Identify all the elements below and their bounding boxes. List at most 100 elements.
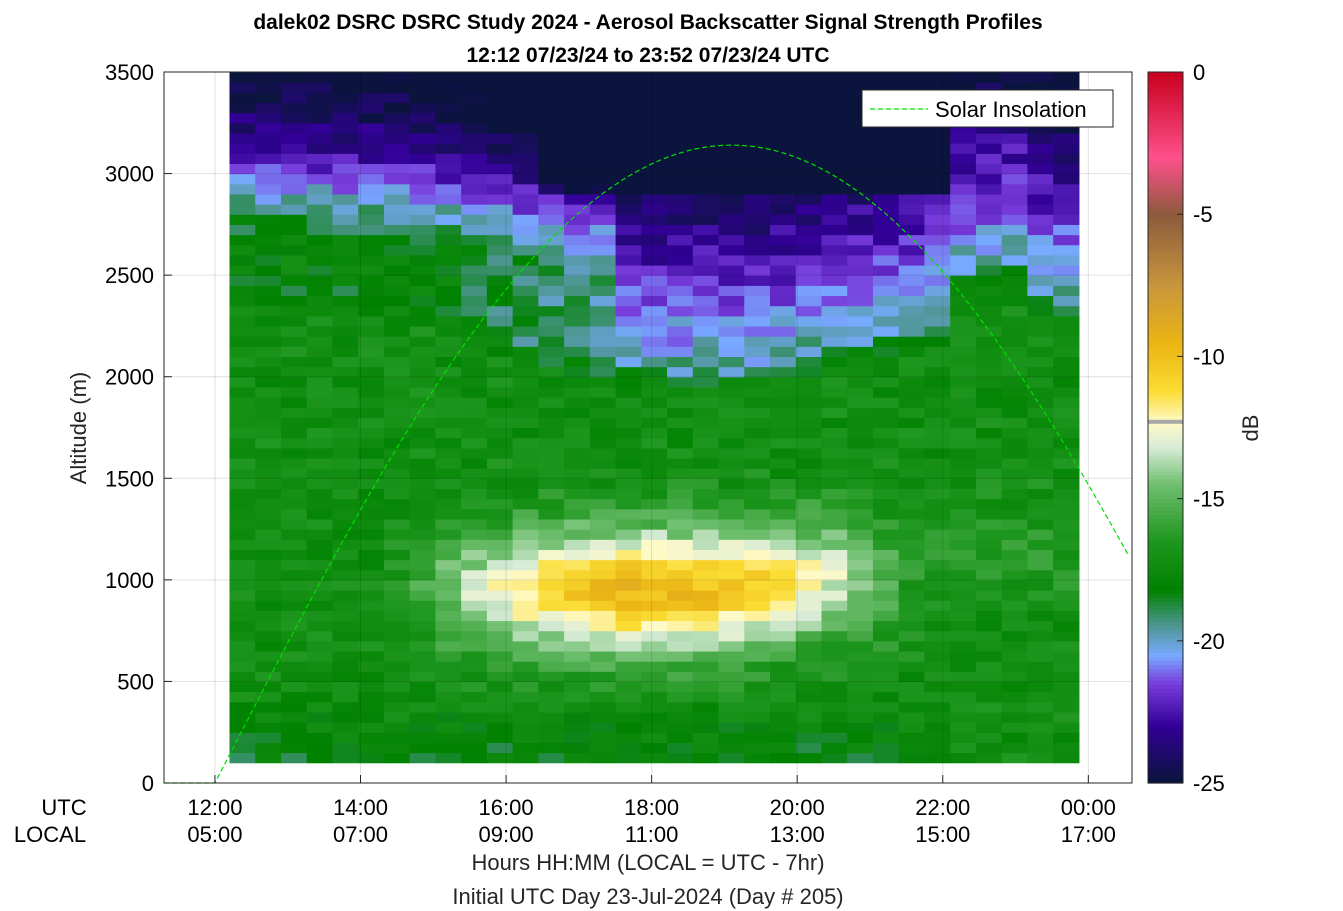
heatmap-cell: [589, 102, 617, 114]
colorbar-swatch: [1148, 692, 1183, 697]
heatmap-cell: [1053, 336, 1080, 347]
heatmap-cell: [641, 498, 668, 510]
heatmap-cell: [332, 722, 359, 733]
heatmap-cell: [461, 752, 488, 764]
colorbar-swatch: [1148, 597, 1183, 602]
heatmap-cell: [821, 681, 848, 693]
heatmap-cell: [872, 315, 900, 327]
heatmap-cell: [744, 539, 771, 550]
heatmap-cell: [538, 102, 565, 114]
heatmap-cell: [229, 143, 256, 154]
heatmap-cell: [589, 254, 617, 266]
colorbar-swatch: [1148, 546, 1183, 551]
heatmap-cell: [229, 244, 256, 256]
heatmap-cell: [1001, 701, 1028, 713]
heatmap-cell: [512, 285, 539, 297]
heatmap-cell: [1027, 336, 1054, 347]
heatmap-cell: [409, 508, 437, 520]
heatmap-cell: [667, 681, 694, 693]
heatmap-cell: [435, 671, 462, 683]
heatmap-cell: [744, 427, 771, 439]
heatmap-cell: [615, 447, 642, 459]
colorbar-swatch: [1148, 348, 1183, 354]
heatmap-cell: [770, 437, 797, 449]
heatmap-cell: [461, 193, 488, 205]
heatmap-cell: [1027, 173, 1054, 185]
heatmap-cell: [847, 742, 874, 754]
heatmap-cell: [461, 518, 488, 530]
heatmap-cell: [538, 661, 565, 672]
heatmap-cell: [770, 163, 797, 175]
heatmap-cell: [512, 457, 539, 469]
colorbar-swatch: [1148, 328, 1183, 334]
heatmap-cell: [383, 691, 411, 703]
heatmap-cell: [409, 569, 437, 581]
heatmap-cell: [280, 508, 308, 520]
colorbar-swatch: [1148, 621, 1183, 626]
colorbar-swatch: [1148, 79, 1183, 85]
heatmap-cell: [1053, 214, 1080, 225]
heatmap-cell: [512, 275, 539, 286]
heatmap-cell: [641, 488, 668, 500]
colorbar-swatch: [1148, 257, 1183, 263]
heatmap-cell: [770, 722, 797, 733]
heatmap-cell: [821, 478, 848, 490]
heatmap-cell: [770, 346, 797, 357]
heatmap-cell: [872, 691, 900, 703]
heatmap-cell: [280, 620, 308, 632]
heatmap-cell: [667, 366, 694, 378]
heatmap-cell: [486, 234, 514, 246]
colorbar-swatch: [1148, 376, 1183, 381]
colorbar-swatch: [1148, 289, 1183, 294]
heatmap-cell: [486, 478, 514, 490]
heatmap-cell: [1001, 336, 1028, 347]
heatmap-cell: [950, 386, 977, 398]
heatmap-cell: [1001, 711, 1028, 723]
heatmap-cell: [821, 315, 848, 327]
heatmap-cell: [1001, 72, 1028, 83]
colorbar-swatch: [1148, 411, 1183, 417]
colorbar-swatch: [1148, 297, 1183, 302]
heatmap-cell: [692, 346, 720, 357]
heatmap-cell: [718, 711, 745, 723]
heatmap-cell: [332, 742, 359, 754]
heatmap-cell: [924, 691, 951, 703]
heatmap-cell: [280, 204, 308, 215]
colorbar-swatch: [1148, 233, 1183, 239]
heatmap-cell: [821, 72, 848, 83]
heatmap-cell: [538, 650, 565, 662]
heatmap-cell: [435, 742, 462, 754]
heatmap-cell: [229, 72, 256, 83]
heatmap-cell: [229, 488, 256, 500]
heatmap-cell: [924, 204, 951, 215]
heatmap-cell: [332, 630, 359, 642]
heatmap-cell: [1001, 600, 1028, 611]
colorbar-swatch: [1148, 534, 1183, 539]
heatmap-cell: [538, 742, 565, 754]
heatmap-cell: [1001, 671, 1028, 683]
colorbar-swatch: [1148, 202, 1183, 207]
colorbar-swatch: [1148, 455, 1183, 460]
heatmap-cell: [667, 630, 694, 642]
heatmap-cell: [306, 407, 334, 418]
heatmap-cell: [435, 437, 462, 449]
heatmap-cell: [229, 92, 256, 104]
y-axis-label: Altitude (m): [66, 372, 91, 484]
grid-lines: [164, 71, 1132, 784]
heatmap-cell: [512, 569, 539, 581]
heatmap-cell: [744, 478, 771, 490]
heatmap-cell: [1001, 417, 1028, 429]
heatmap-cell: [692, 132, 720, 144]
heatmap-cell: [770, 407, 797, 418]
heatmap-cell: [358, 173, 385, 185]
heatmap-cell: [229, 305, 256, 317]
heatmap-cell: [718, 600, 745, 611]
heatmap-cell: [950, 397, 977, 408]
heatmap-cell: [744, 305, 771, 317]
heatmap-cell: [615, 305, 642, 317]
heatmap-cell: [409, 214, 437, 225]
heatmap-cell: [898, 518, 926, 530]
heatmap-cell: [538, 193, 565, 205]
heatmap-cell: [872, 559, 900, 571]
heatmap-cell: [358, 691, 385, 703]
